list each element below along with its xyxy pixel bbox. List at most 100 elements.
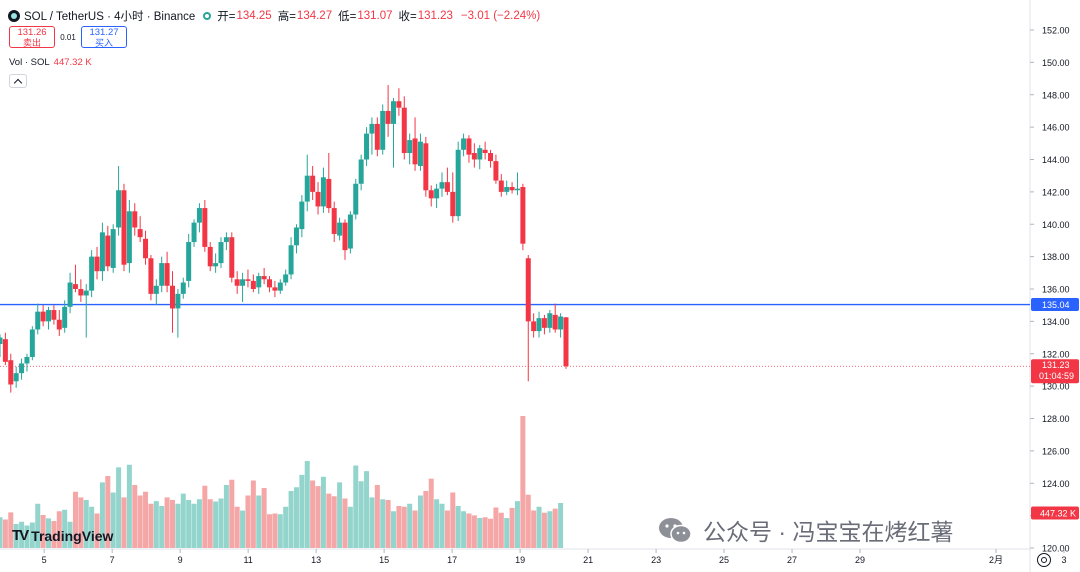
candle-body [13, 373, 19, 382]
volume-bar [250, 480, 256, 548]
candle-body [148, 258, 154, 294]
candle-body [541, 318, 547, 328]
candle-body [62, 306, 68, 328]
volume-bar [552, 508, 558, 548]
volume-bar [261, 488, 267, 548]
collapse-legend-button[interactable] [9, 74, 27, 88]
candle-body [364, 133, 370, 160]
time-tick-label: 7 [110, 555, 115, 565]
volume-bar [186, 500, 192, 548]
candle-body [283, 274, 289, 283]
volume-bar [207, 499, 213, 548]
time-tick-label: 21 [583, 555, 593, 565]
candle-body [186, 242, 192, 281]
volume-bar [218, 498, 224, 548]
candle-body [412, 138, 418, 165]
candle-body [229, 237, 235, 278]
tradingview-logo[interactable]: TV TradingView [12, 527, 113, 544]
legend-header: SOL / TetherUS · 4小时 · Binance 开= 134.25 … [8, 7, 540, 25]
volume-bar [13, 524, 19, 548]
candle-body [488, 153, 494, 162]
last-price-label: 131.23 [1042, 360, 1070, 370]
candle-body [180, 282, 186, 294]
candle-body [531, 321, 537, 332]
volume-bar [353, 465, 359, 548]
candle-body [99, 232, 105, 272]
candle-body [105, 235, 111, 267]
price-tick-label: 142.00 [1042, 187, 1070, 197]
symbol-title[interactable]: SOL / TetherUS · 4小时 · Binance [24, 11, 196, 23]
volume-bar [223, 485, 229, 548]
candle-body [153, 285, 159, 294]
candle-body [423, 143, 429, 191]
volume-bar [169, 500, 175, 548]
trade-buttons: 131.26 卖出 0.01 131.27 买入 [9, 26, 127, 48]
candle-body [390, 101, 396, 124]
candle-body [401, 107, 407, 154]
volume-bar [541, 512, 547, 548]
candle-body [40, 311, 46, 322]
candle-body [0, 337, 3, 345]
sell-button[interactable]: 131.26 卖出 [9, 26, 55, 48]
volume-bar [482, 517, 488, 548]
open-label: 开= [217, 11, 236, 23]
time-tick-label: 19 [515, 555, 525, 565]
volume-bar [180, 493, 186, 548]
volume-bar [110, 492, 116, 548]
volume-bar [267, 514, 273, 548]
candle-body [552, 314, 558, 330]
volume-bar [326, 493, 332, 548]
change-value: −3.01 (−2.24%) [460, 10, 541, 22]
candle-body [504, 187, 510, 192]
volume-bar [56, 511, 62, 548]
open-value: 134.25 [236, 10, 272, 22]
candle-body [207, 246, 213, 267]
candle-body [261, 276, 267, 280]
candle-body [444, 182, 450, 192]
candle-body [293, 227, 299, 246]
candle-body [434, 188, 440, 199]
candle-body [563, 317, 569, 367]
volume-bar [272, 513, 278, 548]
volume-bar [423, 491, 429, 548]
candle-body [202, 208, 208, 247]
candle-body [191, 222, 197, 243]
volume-bar [159, 506, 165, 548]
volume-bar [191, 503, 197, 548]
volume-bar [514, 501, 520, 548]
price-tick-label: 124.00 [1042, 479, 1070, 489]
volume-label: Vol · SOL [9, 57, 50, 68]
candle-body [547, 313, 553, 328]
candle-body [223, 237, 229, 243]
volume-bar [62, 509, 68, 548]
buy-button[interactable]: 131.27 买入 [81, 26, 127, 48]
volume-bar [304, 461, 310, 548]
volume-bar [105, 476, 111, 548]
high-label: 高= [277, 11, 296, 23]
volume-bar [455, 506, 461, 548]
volume-bar [67, 521, 73, 548]
volume-bar [493, 507, 499, 548]
candle-body [2, 339, 8, 362]
candle-body [250, 280, 256, 289]
candle-body [56, 319, 62, 330]
volume-bar [72, 491, 78, 548]
volume-bar [148, 503, 154, 548]
candle-body [380, 110, 386, 150]
candle-body [240, 279, 246, 286]
watermark-text: 公众号 · 冯宝宝在烤红薯 [703, 519, 954, 545]
candle-body [35, 311, 41, 330]
candle-body [169, 285, 175, 309]
volume-bar [29, 522, 35, 548]
low-label: 低= [338, 11, 357, 23]
candle-body [213, 263, 219, 267]
volume-value: 447.32 K [53, 57, 92, 68]
volume-bar [116, 467, 122, 548]
gear-icon[interactable] [1037, 553, 1051, 567]
price-tick-label: 136.00 [1042, 285, 1070, 295]
volume-bar [229, 479, 235, 548]
candle-body [218, 242, 224, 264]
volume-bar [299, 474, 305, 548]
